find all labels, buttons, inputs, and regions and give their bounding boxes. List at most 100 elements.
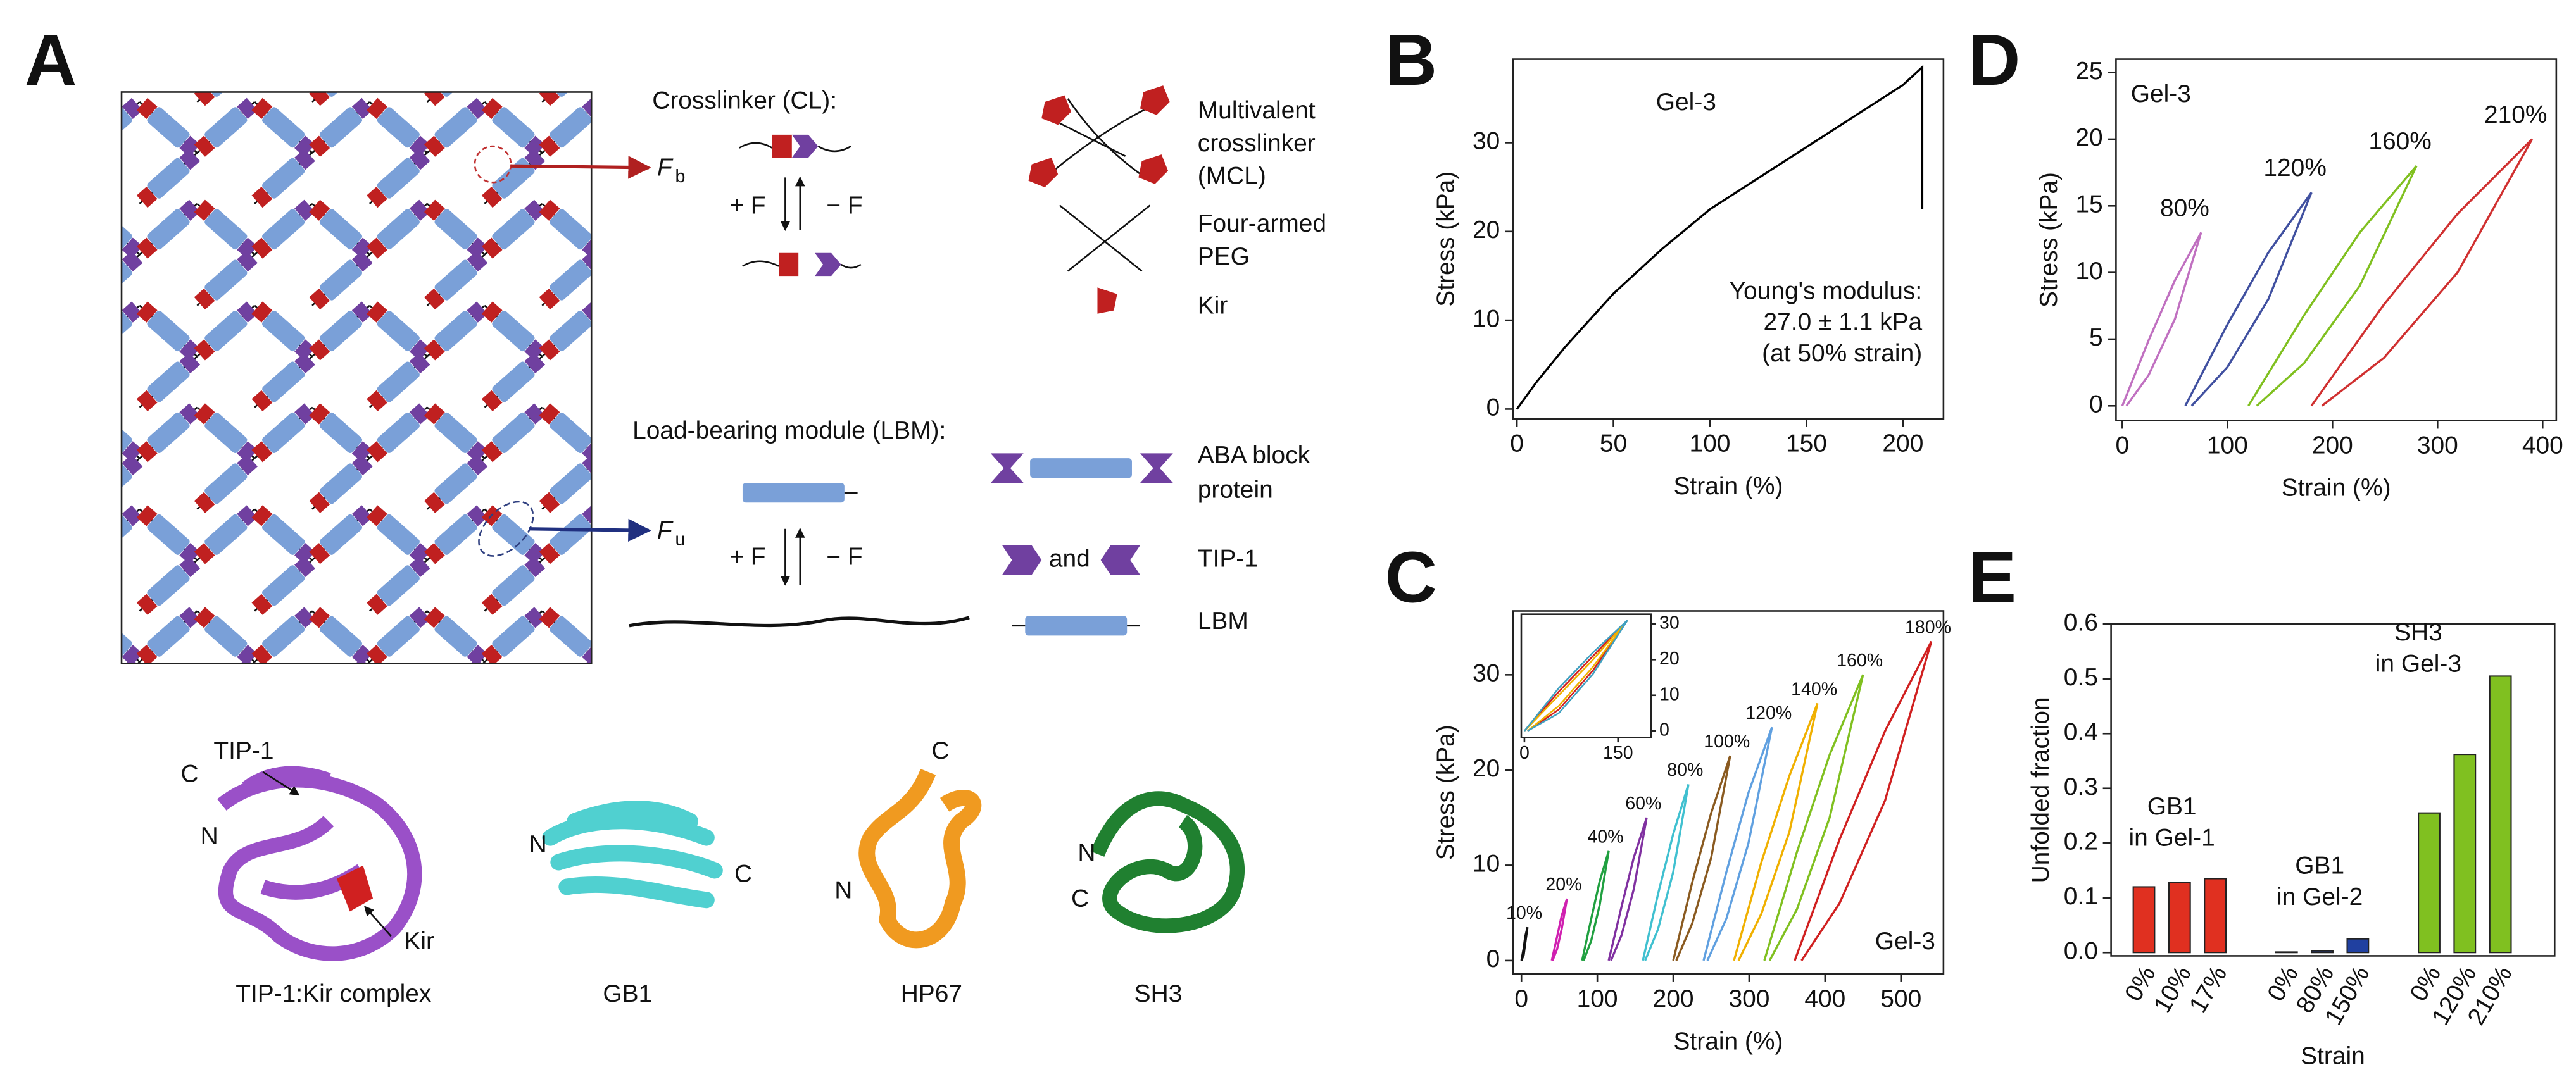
rod-unit: [426, 657, 488, 664]
kir-end: [22, 302, 42, 323]
rod-unit: [18, 94, 89, 160]
rod: [319, 310, 363, 352]
rod: [720, 615, 766, 658]
y-tick-label: 30: [1473, 128, 1500, 155]
kir-end: [309, 92, 330, 106]
kir-end: [769, 747, 790, 768]
rod-unit: [306, 706, 376, 771]
kir-end: [712, 594, 732, 615]
protein-label: N: [1078, 839, 1095, 866]
kir-end: [539, 199, 560, 221]
rod-unit: [823, 604, 893, 670]
rod: [663, 208, 709, 251]
kir-end: [194, 403, 215, 425]
kir-end: [712, 505, 732, 526]
rod: [262, 361, 305, 402]
rod: [606, 309, 651, 352]
kir-end: [194, 543, 215, 564]
chain: [485, 0, 543, 51]
tip-end: [582, 454, 592, 476]
chain: [25, 509, 82, 560]
rod: [88, 716, 134, 759]
label: Four-armed: [1198, 210, 1326, 237]
bar: [2168, 882, 2191, 954]
rod-unit: [367, 199, 430, 259]
chain: [600, 306, 657, 356]
tip-end: [467, 441, 488, 463]
chain: [600, 153, 657, 203]
data-line: [1642, 783, 1690, 961]
tip-end: [755, 149, 776, 170]
tip-end: [639, 200, 660, 221]
kir-end: [136, 505, 158, 526]
rod-unit: [424, 403, 488, 463]
rod: [147, 412, 190, 453]
chain: [657, 0, 715, 51]
rod-unit: [593, 298, 663, 364]
plot-frame: [2110, 623, 2556, 957]
kir-end: [539, 607, 560, 628]
rod: [778, 309, 824, 352]
tip-end: [179, 0, 200, 17]
tip-end: [65, 339, 85, 360]
rod-unit: [309, 505, 373, 564]
kir-end: [367, 97, 387, 119]
tip-end: [639, 339, 660, 360]
tip-end: [179, 339, 201, 361]
kir-end: [309, 199, 330, 221]
tip-end: [65, 543, 85, 564]
tip-end: [179, 135, 201, 157]
tip-end: [639, 760, 660, 781]
rod-unit: [251, 352, 315, 411]
rod-unit: [765, 298, 836, 364]
chain: [600, 560, 657, 611]
rod: [663, 258, 709, 301]
rod-unit: [367, 607, 430, 664]
rod: [31, 360, 77, 403]
rod-unit: [122, 202, 143, 259]
kir-end: [481, 594, 503, 615]
kir-end: [309, 543, 330, 564]
label: Multivalent: [1198, 97, 1316, 124]
chain: [772, 611, 830, 661]
x-axis-label: Strain (%): [2282, 475, 2391, 502]
chain: [25, 102, 82, 153]
kir-end: [309, 695, 330, 716]
tip-end: [697, 709, 718, 730]
tip-end: [409, 339, 430, 361]
protein-label: C: [1071, 885, 1089, 912]
rod-unit: [309, 92, 370, 106]
rod: [122, 616, 132, 657]
kir-end: [769, 0, 790, 17]
tip-end: [524, 135, 546, 157]
kir-end: [654, 747, 675, 768]
tip-end: [409, 352, 430, 374]
mcl-arms: [1050, 98, 1151, 182]
rod-unit: [765, 654, 836, 720]
protein-name: SH3: [1134, 980, 1183, 1007]
rod-unit: [367, 505, 430, 564]
rod: [262, 158, 305, 199]
tip-end: [697, 47, 718, 68]
rod: [491, 4, 536, 47]
protein-label: C: [734, 861, 752, 888]
arrow: [529, 518, 651, 542]
label: protein: [1198, 476, 1273, 503]
x-tick-label: 100: [2207, 432, 2248, 459]
tip-icon: [1100, 545, 1140, 575]
kir-end: [596, 187, 617, 208]
rod: [377, 310, 420, 352]
data-line: [2184, 192, 2313, 407]
kir-icon: [1097, 287, 1117, 314]
tip-end: [812, 658, 832, 679]
rod: [606, 106, 651, 149]
kir-end: [79, 289, 100, 309]
kir-end: [654, 543, 675, 564]
rod: [319, 616, 363, 657]
rod-unit: [708, 706, 779, 771]
rod-unit: [651, 451, 721, 516]
tip-end: [582, 97, 592, 119]
tip-end: [582, 34, 603, 55]
kir-end: [309, 607, 330, 628]
tip-end: [237, 47, 258, 68]
